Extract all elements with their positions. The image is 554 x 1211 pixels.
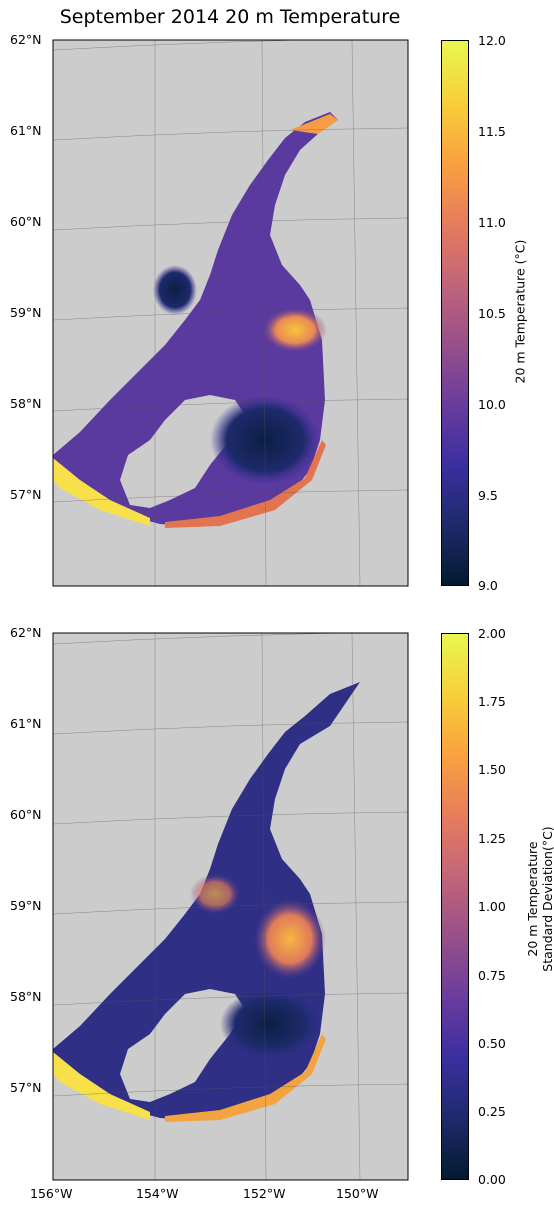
colorbar-tick: 11.0 (478, 215, 506, 230)
lat-label: 57°N (10, 1080, 42, 1095)
colorbar-tick: 0.50 (478, 1036, 506, 1051)
lat-label: 58°N (10, 396, 42, 411)
lon-label: 150°W (336, 1186, 379, 1201)
graticule (53, 633, 408, 1180)
colorbar-tick: 9.5 (478, 488, 498, 503)
colorbar-tick: 2.00 (478, 626, 506, 641)
colorbar-tick: 1.50 (478, 762, 506, 777)
colorbar-tick: 1.25 (478, 831, 506, 846)
figure-title: September 2014 20 m Temperature (59, 6, 401, 28)
temperature-map (52, 39, 409, 587)
std-dev-map (52, 632, 409, 1181)
lat-label: 60°N (10, 214, 42, 229)
lat-label: 58°N (10, 989, 42, 1004)
lat-label: 61°N (10, 123, 42, 138)
colorbar (441, 40, 469, 586)
colorbar-label-line: Standard Deviation(°C) (540, 826, 554, 972)
lat-label: 59°N (10, 305, 42, 320)
colorbar-tick: 10.0 (478, 397, 506, 412)
colorbar-label: 20 m Temperature (°C) (512, 239, 528, 384)
lon-label: 154°W (136, 1186, 179, 1201)
lat-label: 62°N (10, 625, 42, 640)
lat-label: 62°N (10, 32, 42, 47)
colorbar-tick: 0.25 (478, 1104, 506, 1119)
colorbar-tick: 1.75 (478, 694, 506, 709)
graticule (53, 40, 408, 586)
colorbar (441, 633, 469, 1180)
kodiak-island (120, 395, 245, 508)
colorbar-tick: 0.00 (478, 1172, 506, 1187)
lat-label: 61°N (10, 716, 42, 731)
lon-label: 152°W (243, 1186, 286, 1201)
map-frame (52, 39, 409, 587)
colorbar-tick: 10.5 (478, 306, 506, 321)
colorbar-tick: 9.0 (478, 578, 498, 593)
colorbar-label: 20 m Temperature Standard Deviation(°C) (525, 814, 554, 984)
lon-label: 156°W (30, 1186, 73, 1201)
kodiak-island (120, 989, 245, 1102)
colorbar-tick: 11.5 (478, 124, 506, 139)
colorbar-tick: 12.0 (478, 33, 506, 48)
temperature-map-panel: 62°N 61°N 60°N 59°N 58°N 57°N 12.0 11.5 … (0, 0, 554, 600)
colorbar-label-line: 20 m Temperature (525, 841, 540, 957)
lat-label: 57°N (10, 487, 42, 502)
colorbar-tick: 0.75 (478, 968, 506, 983)
colorbar-tick: 1.00 (478, 899, 506, 914)
map-frame (52, 632, 409, 1181)
lat-label: 59°N (10, 898, 42, 913)
lat-label: 60°N (10, 807, 42, 822)
std-dev-map-panel: 62°N 61°N 60°N 59°N 58°N 57°N 156°W 154°… (0, 594, 554, 1211)
